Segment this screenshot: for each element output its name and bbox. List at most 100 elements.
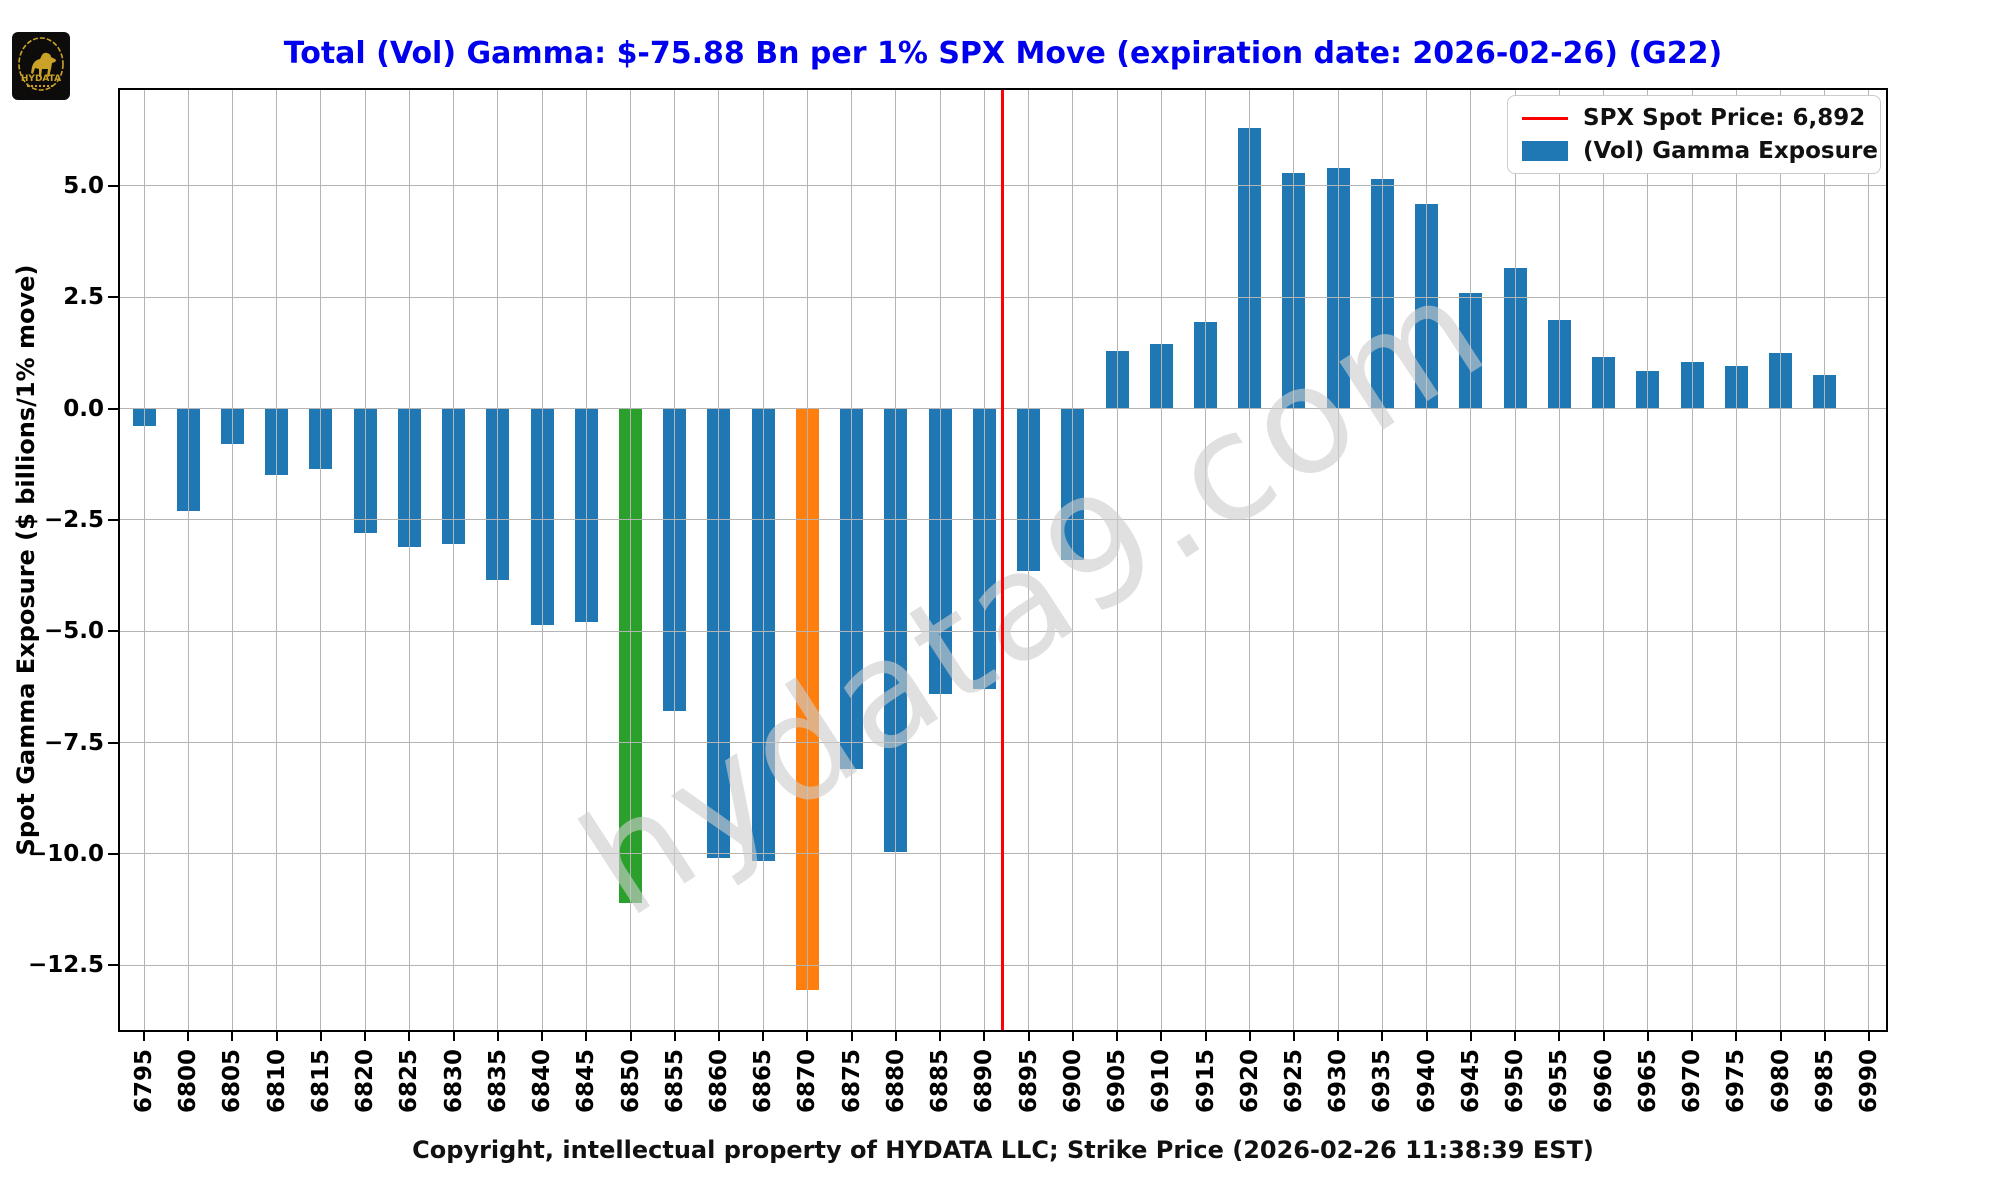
x-tick-mark xyxy=(1514,1032,1517,1041)
x-tick-label-6860: 6860 xyxy=(705,1049,732,1114)
x-tick-label-6895: 6895 xyxy=(1015,1049,1042,1114)
hydata-logo: HYDATA xyxy=(12,32,70,100)
x-tick-mark xyxy=(1116,1032,1119,1041)
x-gridline xyxy=(939,88,941,1032)
x-tick-label-6915: 6915 xyxy=(1192,1049,1219,1114)
x-gridline xyxy=(895,88,897,1032)
x-tick-label-6870: 6870 xyxy=(794,1049,821,1114)
x-axis-label-copyright: Copyright, intellectual property of HYDA… xyxy=(412,1136,1594,1164)
x-tick-label-6815: 6815 xyxy=(307,1049,334,1114)
x-tick-label-6825: 6825 xyxy=(396,1049,423,1114)
x-tick-label-6920: 6920 xyxy=(1236,1049,1263,1114)
x-gridline xyxy=(1691,88,1693,1032)
x-tick-mark xyxy=(187,1032,190,1041)
y-axis-label: Spot Gamma Exposure ($ billions/1% move) xyxy=(12,264,40,856)
x-gridline xyxy=(497,88,499,1032)
x-tick-label-6810: 6810 xyxy=(263,1049,290,1114)
logo-brand-text: HYDATA xyxy=(21,74,61,84)
x-tick-label-6900: 6900 xyxy=(1059,1049,1086,1114)
spot-price-line-swatch xyxy=(1522,116,1568,120)
x-tick-mark xyxy=(673,1032,676,1041)
x-gridline xyxy=(585,88,587,1032)
x-tick-mark xyxy=(1469,1032,1472,1041)
x-gridline xyxy=(1735,88,1737,1032)
chart-title: Total (Vol) Gamma: $-75.88 Bn per 1% SPX… xyxy=(283,36,1723,71)
x-tick-label-6800: 6800 xyxy=(175,1049,202,1114)
y-tick-label: −2.5 xyxy=(43,506,104,533)
x-tick-mark xyxy=(806,1032,809,1041)
x-tick-mark xyxy=(1691,1032,1694,1041)
x-tick-label-6830: 6830 xyxy=(440,1049,467,1114)
x-tick-mark xyxy=(496,1032,499,1041)
x-tick-mark xyxy=(452,1032,455,1041)
x-tick-mark xyxy=(983,1032,986,1041)
x-tick-mark xyxy=(319,1032,322,1041)
y-tick-mark xyxy=(108,407,118,410)
x-gridline xyxy=(1558,88,1560,1032)
x-gridline xyxy=(364,88,366,1032)
x-gridline xyxy=(1205,88,1207,1032)
x-gridline xyxy=(1028,88,1030,1032)
x-tick-label-6930: 6930 xyxy=(1325,1049,1352,1114)
x-tick-mark xyxy=(1248,1032,1251,1041)
y-tick-label: 0.0 xyxy=(63,395,104,422)
x-gridline xyxy=(1824,88,1826,1032)
x-tick-label-6805: 6805 xyxy=(219,1049,246,1114)
x-gridline xyxy=(1868,88,1870,1032)
x-tick-mark xyxy=(1071,1032,1074,1041)
x-gridline xyxy=(1603,88,1605,1032)
x-gridline xyxy=(408,88,410,1032)
y-tick-mark xyxy=(108,518,118,521)
y-tick-mark xyxy=(108,184,118,187)
y-tick-label: 5.0 xyxy=(63,172,104,199)
x-tick-mark xyxy=(275,1032,278,1041)
x-gridline xyxy=(1072,88,1074,1032)
y-tick-label: −10.0 xyxy=(27,840,104,867)
y-tick-mark xyxy=(108,964,118,967)
x-tick-label-6985: 6985 xyxy=(1811,1049,1838,1114)
x-tick-mark xyxy=(1602,1032,1605,1041)
x-tick-label-6975: 6975 xyxy=(1723,1049,1750,1114)
x-tick-mark xyxy=(1027,1032,1030,1041)
x-gridline xyxy=(1249,88,1251,1032)
spx-spot-price-line xyxy=(1000,88,1004,1032)
x-tick-mark xyxy=(364,1032,367,1041)
x-gridline xyxy=(276,88,278,1032)
bull-emblem-icon: HYDATA xyxy=(18,37,64,91)
y-tick-label: −5.0 xyxy=(43,618,104,645)
x-gridline xyxy=(762,88,764,1032)
x-tick-mark xyxy=(629,1032,632,1041)
x-tick-mark xyxy=(1425,1032,1428,1041)
x-tick-label-6880: 6880 xyxy=(882,1049,909,1114)
y-tick-mark xyxy=(108,630,118,633)
x-tick-label-6990: 6990 xyxy=(1855,1049,1882,1114)
y-tick-mark xyxy=(108,296,118,299)
x-gridline xyxy=(1337,88,1339,1032)
x-gridline xyxy=(1426,88,1428,1032)
x-tick-label-6795: 6795 xyxy=(131,1049,157,1114)
x-tick-mark xyxy=(850,1032,853,1041)
x-gridline xyxy=(541,88,543,1032)
x-gridline xyxy=(718,88,720,1032)
watermark-text: hydata9.com xyxy=(552,240,1518,950)
x-tick-label-6820: 6820 xyxy=(352,1049,379,1114)
x-tick-mark xyxy=(585,1032,588,1041)
x-tick-mark xyxy=(1558,1032,1561,1041)
x-tick-mark xyxy=(1779,1032,1782,1041)
x-tick-label-6980: 6980 xyxy=(1767,1049,1794,1114)
x-tick-label-6945: 6945 xyxy=(1457,1049,1484,1114)
x-tick-label-6865: 6865 xyxy=(750,1049,777,1114)
legend-exposure-label: (Vol) Gamma Exposure xyxy=(1583,138,1878,164)
x-gridline xyxy=(1381,88,1383,1032)
x-tick-label-6925: 6925 xyxy=(1280,1049,1307,1114)
x-gridline xyxy=(851,88,853,1032)
x-tick-label-6845: 6845 xyxy=(573,1049,600,1114)
x-tick-label-6855: 6855 xyxy=(661,1049,688,1114)
x-gridline xyxy=(1293,88,1295,1032)
x-tick-mark xyxy=(1160,1032,1163,1041)
x-tick-label-6960: 6960 xyxy=(1590,1049,1617,1114)
x-tick-mark xyxy=(1867,1032,1870,1041)
x-tick-label-6885: 6885 xyxy=(927,1049,954,1114)
x-tick-mark xyxy=(1381,1032,1384,1041)
